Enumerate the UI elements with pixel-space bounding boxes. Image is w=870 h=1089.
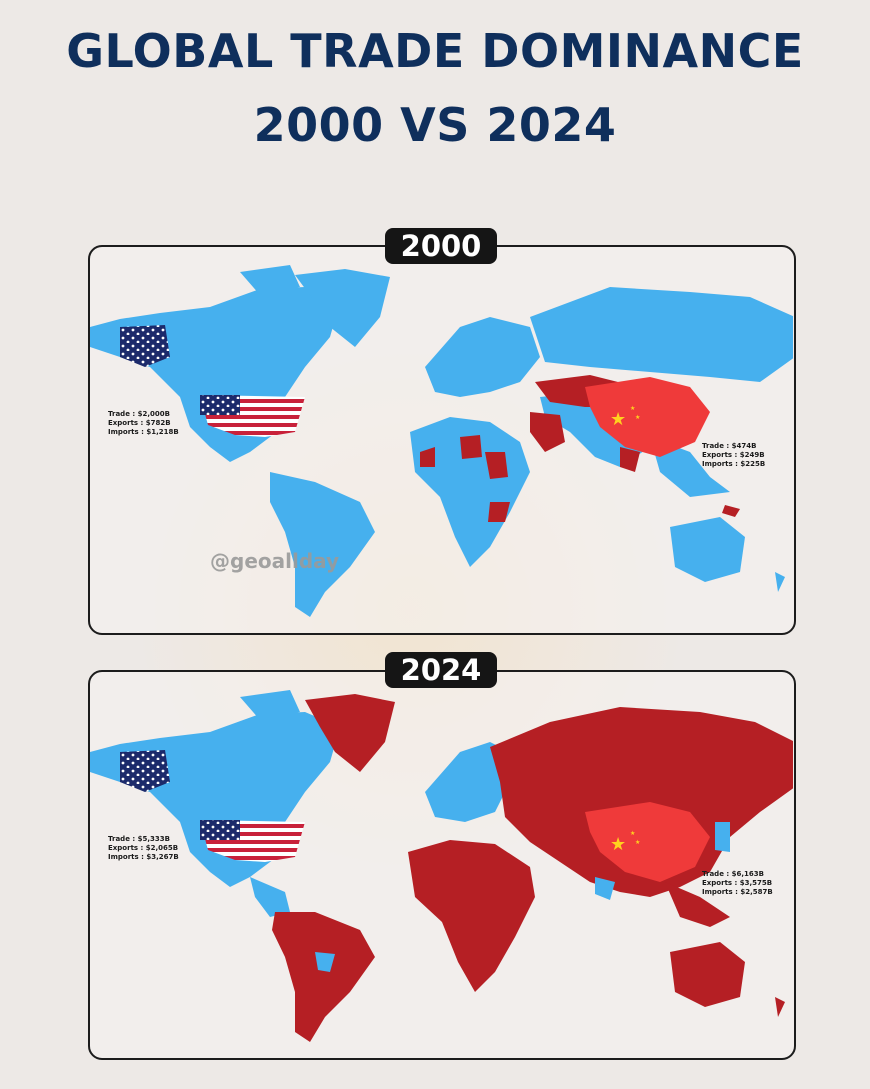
south-america-blue-country [315,952,335,972]
asia-red-5 [620,447,640,472]
russia-asia-landmass [530,287,793,382]
greenland-landmass [305,694,395,772]
usa-exports: Exports : $2,065B [108,844,179,852]
china-trade: Trade : $474B [702,442,757,450]
south-america-landmass [270,472,375,617]
canada-islands [240,690,300,720]
china-stats-2000: Trade : $474B Exports : $249B Imports : … [702,442,765,469]
alaska-flag [120,325,170,367]
china [585,377,710,457]
usa-flag-canton [200,820,240,840]
africa-red-3 [485,452,508,479]
page-title-line-1: GLOBAL TRADE DOMINANCE [66,24,804,78]
china-flag-small-star: ★ [635,414,640,421]
south-america-landmass [272,912,375,1042]
china-flag-small-star: ★ [630,830,635,837]
watermark: @geoallday [210,549,340,573]
china-exports: Exports : $249B [702,451,765,459]
oceania-red [722,505,740,517]
africa-red-2 [460,435,482,459]
world-map-2024: ★ ★ ★ [90,690,793,1042]
new-zealand-landmass [775,572,785,592]
usa-trade: Trade : $5,333B [108,835,170,843]
page-title-line-2: 2000 VS 2024 [253,98,617,152]
china [585,802,710,882]
china-stats-2024: Trade : $6,163B Exports : $3,575B Import… [702,870,773,897]
africa-red-1 [420,447,435,467]
china-trade: Trade : $6,163B [702,870,764,878]
usa-imports: Imports : $1,218B [108,428,179,436]
china-flag-star: ★ [610,409,626,430]
usa-stats-2000: Trade : $2,000B Exports : $782B Imports … [108,410,179,437]
india-blue-region [595,877,615,900]
europe-landmass [425,317,540,397]
year-badge-2000: 2000 [385,228,497,264]
australia-landmass [670,942,745,1007]
middle-east-red [530,412,565,452]
usa-exports: Exports : $782B [108,419,171,427]
southeast-asia-landmass [665,882,730,927]
africa-red-4 [488,502,510,522]
canada-islands [240,265,300,295]
alaska-flag [120,750,170,792]
china-imports: Imports : $225B [702,460,766,468]
year-badge-2024: 2024 [385,652,497,688]
new-zealand-landmass [775,997,785,1017]
map-panel-2000: ★ ★ ★ Trade : $2,000B Exports : $782B Im… [88,245,796,635]
world-map-2000: ★ ★ ★ [90,265,793,617]
china-flag-star: ★ [610,834,626,855]
australia-landmass [670,517,745,582]
map-panel-2024: ★ ★ ★ Trade : $5,333B Exports : $2,065B … [88,670,796,1060]
china-imports: Imports : $2,587B [702,888,773,896]
china-exports: Exports : $3,575B [702,879,773,887]
japan-korea-blue [715,822,730,852]
africa-landmass [408,840,535,992]
usa-flag-canton [200,395,240,415]
usa-stats-2024: Trade : $5,333B Exports : $2,065B Import… [108,835,179,862]
central-america-landmass [250,877,290,917]
usa-trade: Trade : $2,000B [108,410,170,418]
usa-imports: Imports : $3,267B [108,853,179,861]
europe-landmass [425,742,510,822]
china-flag-small-star: ★ [630,405,635,412]
greenland-landmass [295,269,390,347]
china-flag-small-star: ★ [635,839,640,846]
